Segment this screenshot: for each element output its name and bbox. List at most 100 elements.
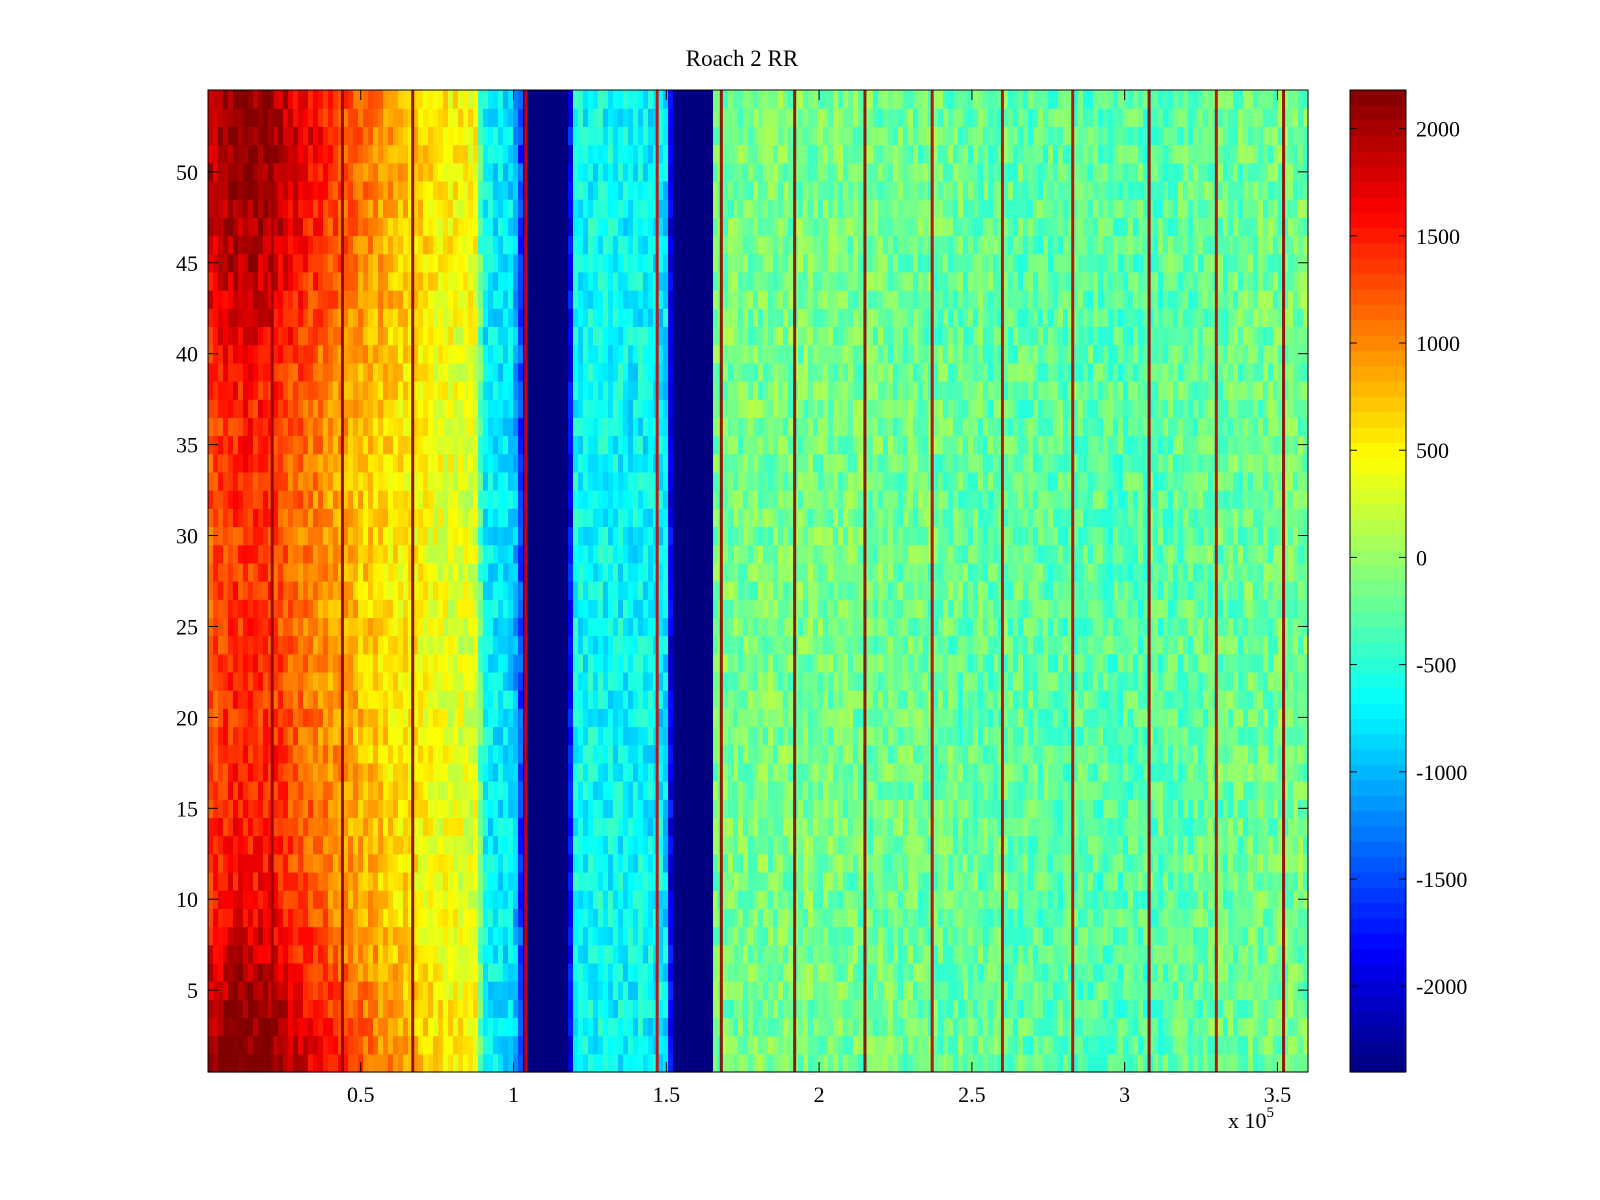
heatmap-cell — [763, 944, 769, 964]
heatmap-cell — [833, 908, 839, 928]
heatmap-cell — [798, 926, 804, 946]
heatmap-cell — [1248, 853, 1254, 873]
heatmap-cell — [433, 981, 439, 1000]
heatmap-cell — [538, 653, 544, 673]
heatmap-cell — [508, 871, 514, 891]
heatmap-cell — [778, 744, 784, 764]
heatmap-cell — [608, 926, 614, 946]
heatmap-cell — [623, 999, 629, 1019]
heatmap-cell — [698, 908, 704, 928]
heatmap-cell — [753, 835, 759, 855]
heatmap-cell — [828, 890, 834, 909]
heatmap-cell — [833, 835, 839, 855]
heatmap-cell — [1108, 981, 1114, 1000]
heatmap-cell — [1158, 835, 1164, 855]
heatmap-cell — [973, 908, 979, 928]
heatmap-cell — [648, 962, 654, 982]
heatmap-cell — [413, 908, 419, 928]
heatmap-cell — [428, 1017, 434, 1037]
heatmap-cell — [1118, 726, 1124, 746]
heatmap-cell — [218, 653, 224, 673]
heatmap-cell — [1033, 799, 1039, 819]
heatmap-cell — [1303, 835, 1309, 855]
heatmap-cell — [253, 853, 259, 873]
heatmap-cell — [703, 708, 709, 728]
heatmap-cell — [1143, 908, 1149, 928]
heatmap-cell — [893, 708, 899, 728]
heatmap-cell — [903, 890, 909, 909]
heatmap-cell — [1148, 890, 1154, 909]
heatmap-cell — [913, 653, 919, 673]
heatmap-cell — [1233, 671, 1239, 691]
heatmap-cell — [693, 726, 699, 746]
heatmap-cell — [803, 744, 809, 764]
heatmap-cell — [1028, 871, 1034, 891]
heatmap-cell — [378, 926, 384, 946]
heatmap-cell — [308, 653, 314, 673]
heatmap-cell — [263, 726, 269, 746]
heatmap-cell — [1293, 981, 1299, 1000]
heatmap-cell — [473, 1035, 479, 1055]
heatmap-cell — [418, 962, 424, 982]
heatmap-cell — [1028, 799, 1034, 819]
heatmap-cell — [758, 708, 764, 728]
heatmap-cell — [753, 781, 759, 800]
heatmap-cell — [1138, 1017, 1144, 1037]
heatmap-cell — [868, 1017, 874, 1037]
heatmap-cell — [398, 890, 404, 909]
heatmap-cell — [1178, 726, 1184, 746]
heatmap-cell — [528, 744, 534, 764]
heatmap-cell — [328, 926, 334, 946]
heatmap-cell — [1148, 690, 1154, 709]
heatmap-cell — [1148, 835, 1154, 855]
heatmap-cell — [778, 944, 784, 964]
heatmap-cell — [1173, 671, 1179, 691]
heatmap-cell — [773, 944, 779, 964]
heatmap-cell — [693, 926, 699, 946]
heatmap-cell — [1158, 908, 1164, 928]
heatmap-cell — [1233, 871, 1239, 891]
heatmap-cell — [958, 762, 964, 782]
heatmap-cell — [883, 1035, 889, 1055]
heatmap-cell — [608, 962, 614, 982]
heatmap-cell — [1208, 1017, 1214, 1037]
heatmap-cell — [328, 1035, 334, 1055]
heatmap-cell — [458, 890, 464, 909]
heatmap-cell — [698, 853, 704, 873]
heatmap-cell — [1138, 726, 1144, 746]
heatmap-cell — [758, 926, 764, 946]
heatmap-cell — [1073, 999, 1079, 1019]
heatmap-cell — [553, 962, 559, 982]
heatmap-cell — [398, 1035, 404, 1055]
heatmap-cell — [993, 962, 999, 982]
heatmap-cell — [698, 981, 704, 1000]
heatmap-cell — [1008, 853, 1014, 873]
heatmap-cell — [518, 671, 524, 691]
heatmap-cell — [598, 926, 604, 946]
heatmap-cell — [1198, 853, 1204, 873]
heatmap-cell — [1218, 762, 1224, 782]
heatmap-cell — [808, 908, 814, 928]
heatmap-cell — [298, 1035, 304, 1055]
heatmap-cell — [533, 744, 539, 764]
heatmap-cell — [973, 1035, 979, 1055]
heatmap-cell — [1243, 853, 1249, 873]
heatmap-cell — [443, 853, 449, 873]
heatmap-cell — [548, 890, 554, 909]
heatmap-cell — [273, 762, 279, 782]
heatmap-cell — [393, 871, 399, 891]
heatmap-cell — [563, 708, 569, 728]
heatmap-cell — [473, 762, 479, 782]
heatmap-cell — [923, 762, 929, 782]
heatmap-cell — [353, 708, 359, 728]
heatmap-cell — [468, 944, 474, 964]
heatmap-cell — [1073, 799, 1079, 819]
heatmap-cell — [998, 781, 1004, 800]
heatmap-cell — [528, 871, 534, 891]
heatmap-cell — [1023, 999, 1029, 1019]
heatmap-cell — [768, 1017, 774, 1037]
heatmap-cell — [848, 671, 854, 691]
heatmap-cell — [908, 726, 914, 746]
heatmap-cell — [683, 726, 689, 746]
heatmap-cell — [313, 890, 319, 909]
